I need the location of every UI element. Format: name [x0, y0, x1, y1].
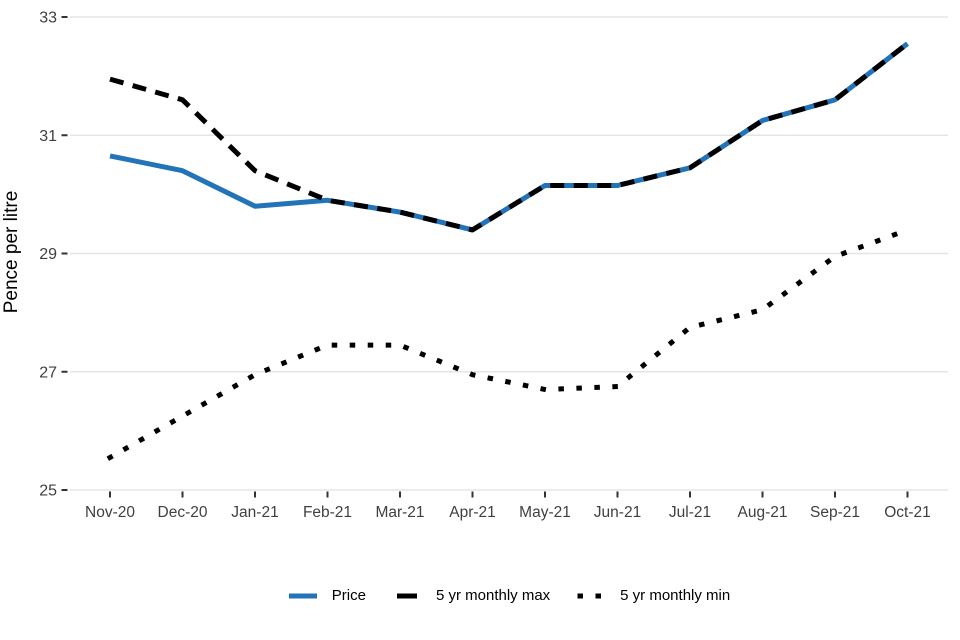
- y-tick-label: 29: [39, 246, 57, 263]
- x-tick-label: May-21: [519, 504, 571, 521]
- y-tick-label: 31: [39, 128, 57, 145]
- legend-item-price: Price: [288, 588, 366, 603]
- legend-label: 5 yr monthly max: [435, 587, 551, 604]
- y-tick-label: 33: [39, 10, 57, 27]
- series-line-max: [109, 41, 910, 233]
- x-tick-label: Dec-20: [158, 504, 208, 521]
- series-line-min: [106, 226, 911, 461]
- series-line-price: [109, 41, 910, 233]
- x-tick-label: Jul-21: [669, 504, 711, 521]
- x-tick-label: Feb-21: [303, 504, 352, 521]
- chart-canvas: 25 27 29 31 33 Nov-20 Dec-20 Jan-21 Feb-21 Mar-21…: [1, 10, 948, 521]
- x-tick-label: Sep-21: [810, 504, 860, 521]
- legend-label: 5 yr monthly min: [620, 587, 731, 604]
- x-tick-label: Jan-21: [231, 504, 278, 521]
- x-tick-label: Apr-21: [449, 504, 496, 521]
- legend-item-max: 5 yr monthly max: [392, 588, 550, 603]
- max-line-swatch-icon: [396, 593, 417, 598]
- legend-item-min: 5 yr monthly min: [576, 588, 730, 603]
- legend-label: Price: [331, 587, 366, 604]
- min-line-swatch-icon: [577, 593, 607, 598]
- x-tick-label: Mar-21: [375, 504, 424, 521]
- price-line-swatch-icon: [288, 593, 317, 598]
- y-tick-label: 25: [39, 483, 57, 500]
- y-axis-label: Pence per litre: [1, 191, 22, 314]
- x-tick-label: Aug-21: [738, 504, 788, 521]
- y-tick-label: 27: [39, 364, 57, 381]
- legend: Price 5 yr monthly max 5 yr monthly min: [0, 588, 960, 603]
- x-tick-label: Jun-21: [594, 504, 641, 521]
- x-tick-label: Oct-21: [884, 504, 931, 521]
- x-tick-label: Nov-20: [85, 504, 135, 521]
